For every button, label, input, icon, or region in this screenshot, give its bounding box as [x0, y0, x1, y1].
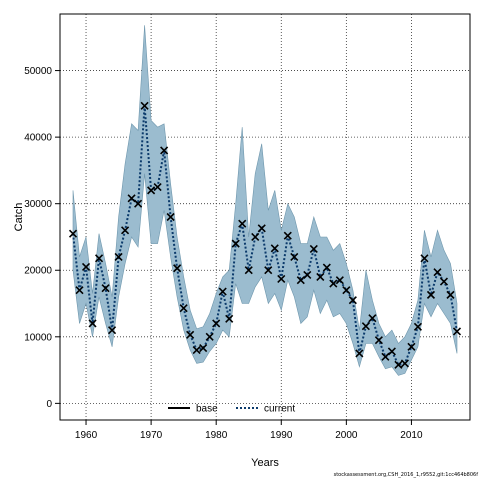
data-point [394, 360, 403, 369]
data-point [446, 290, 455, 299]
x-axis-title: Years [251, 457, 279, 469]
confidence-band-area [72, 25, 458, 376]
data-point [316, 272, 325, 281]
data-point [374, 336, 383, 345]
x-tick-label: 2000 [335, 430, 358, 441]
data-point [296, 276, 305, 285]
y-tick-label: 30000 [24, 199, 52, 210]
plot-frame [59, 13, 471, 421]
data-point [199, 344, 208, 353]
x-axis: 1960 1970 1980 1990 2000 2010 [75, 420, 423, 441]
data-point [192, 346, 201, 355]
data-point [173, 264, 182, 273]
x-tick-label: 1970 [140, 430, 163, 441]
data-point [225, 314, 234, 323]
legend-label-base: base [196, 404, 218, 415]
data-point [147, 186, 156, 195]
data-point [355, 349, 364, 358]
data-point [107, 326, 117, 335]
y-tick-label: 50000 [24, 66, 52, 77]
data-point [114, 252, 123, 261]
data-point [400, 359, 409, 368]
data-point [212, 319, 221, 328]
data-point [244, 266, 253, 275]
x-tick-label: 1960 [75, 430, 98, 441]
y-tick-label: 0 [46, 399, 52, 410]
x-tick-label: 1980 [205, 430, 228, 441]
data-point [322, 263, 331, 272]
data-point [290, 252, 299, 261]
y-axis-title: Catch [13, 203, 25, 232]
data-point [348, 296, 357, 305]
data-markers [68, 101, 462, 369]
data-point [413, 322, 423, 331]
data-point [231, 239, 240, 248]
data-point [420, 254, 429, 263]
data-point [309, 244, 318, 254]
data-point [439, 277, 449, 286]
y-axis: 0 10000 20000 30000 40000 50000 [24, 66, 60, 410]
data-point [121, 226, 130, 235]
data-point [426, 290, 436, 299]
data-point [283, 231, 292, 240]
data-point [335, 276, 344, 285]
data-point [264, 266, 273, 275]
y-tick-label: 20000 [24, 266, 52, 277]
legend: base current [168, 404, 295, 415]
data-point [134, 199, 143, 208]
data-point [277, 274, 286, 283]
x-tick-label: 1990 [270, 430, 293, 441]
data-point [68, 229, 78, 238]
data-point [88, 319, 97, 328]
data-point [329, 279, 338, 288]
data-point [218, 287, 227, 296]
legend-label-current: current [264, 404, 295, 415]
data-point [342, 286, 351, 295]
data-point [452, 327, 462, 336]
footer-source: stockassessment.org,CSH_2016_1,r9552,git… [333, 472, 478, 478]
y-tick-label: 40000 [24, 133, 52, 144]
data-point [257, 224, 266, 233]
data-point [75, 286, 84, 295]
data-point [251, 232, 260, 242]
data-point [270, 244, 279, 253]
data-point [407, 342, 416, 351]
data-point [433, 268, 442, 277]
data-point [303, 270, 312, 279]
data-point [205, 332, 214, 341]
data-point [186, 330, 195, 339]
data-point [387, 347, 396, 356]
data-point [179, 304, 188, 313]
data-point [368, 314, 377, 323]
data-point [127, 194, 136, 203]
data-point [94, 254, 104, 263]
confidence-band [72, 25, 458, 376]
data-point [81, 262, 91, 271]
data-point [160, 146, 169, 155]
data-point [166, 212, 175, 222]
x-tick-label: 2010 [400, 430, 423, 441]
data-point [238, 219, 247, 228]
data-point [101, 284, 110, 293]
data-point [381, 352, 390, 361]
data-point [153, 182, 162, 192]
data-point [361, 322, 370, 331]
y-tick-label: 10000 [24, 332, 52, 343]
data-point [140, 101, 149, 110]
